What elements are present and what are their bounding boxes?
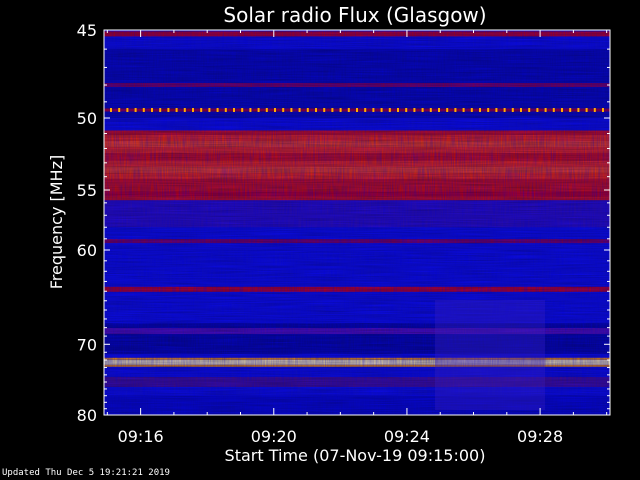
x-tick-label: 09:20 [251, 427, 297, 446]
band-dot [503, 108, 506, 112]
band-dot [183, 108, 186, 112]
band-dot [224, 108, 227, 112]
band-dot [602, 108, 604, 112]
band-dot [315, 108, 317, 112]
band-dot [520, 108, 522, 112]
band-dot [552, 108, 555, 112]
band-dot [413, 108, 416, 112]
band-dot [159, 108, 162, 112]
y-tick-label: 60 [77, 241, 97, 260]
band-dot [298, 108, 301, 112]
x-tick-label: 09:16 [118, 427, 164, 446]
band-dot [438, 108, 440, 112]
y-axis-label: Frequency [MHz] [47, 155, 66, 289]
band-dot [356, 108, 358, 112]
x-axis: 09:16 09:20 09:24 09:28 [106, 30, 608, 446]
band-dot [265, 108, 268, 112]
band-dot [487, 108, 490, 112]
x-tick-label: 09:24 [384, 427, 430, 446]
band-dot [372, 108, 375, 112]
band-dot [388, 108, 391, 112]
band-dot [585, 108, 588, 112]
band-dot [110, 108, 112, 112]
updated-timestamp: Updated Thu Dec 5 19:21:21 2019 [2, 468, 170, 478]
band-dot [323, 108, 326, 112]
band-dot [479, 108, 481, 112]
dotted-band [110, 108, 604, 112]
band-dot [536, 108, 539, 112]
band-dot [134, 108, 137, 112]
y-tick-label: 80 [77, 406, 97, 425]
band-dot [511, 108, 514, 112]
band-dot [454, 108, 457, 112]
y-axis: 45 50 55 60 70 80 [77, 21, 610, 425]
y-tick-label: 50 [77, 109, 97, 128]
band-dot [192, 108, 194, 112]
band-dot [208, 108, 211, 112]
band-dot [282, 108, 285, 112]
band-dot [175, 108, 178, 112]
band-dot [446, 108, 449, 112]
band-dot [257, 108, 260, 112]
y-tick-label: 55 [77, 181, 97, 200]
band-dot [569, 108, 572, 112]
band-dot [593, 108, 596, 112]
band-dot [339, 108, 342, 112]
burst-region [435, 300, 545, 410]
x-axis-label: Start Time (07-Nov-19 09:15:00) [225, 446, 486, 465]
plot-frame [103, 29, 611, 416]
band-dot [577, 108, 580, 112]
band-dot [241, 108, 244, 112]
band-dot [405, 108, 408, 112]
band-dot [118, 108, 121, 112]
plot-area [103, 29, 611, 416]
x-tick-label: 09:28 [517, 427, 563, 446]
band-dot [380, 108, 383, 112]
band-dot [528, 108, 531, 112]
band-dot [126, 108, 129, 112]
y-tick-label: 70 [77, 335, 97, 354]
chart-title: Solar radio Flux (Glasgow) [223, 3, 486, 27]
band-dot [274, 108, 276, 112]
band-dot [462, 108, 465, 112]
band-dot [290, 108, 293, 112]
band-dot [216, 108, 219, 112]
band-dot [561, 108, 563, 112]
band-dot [347, 108, 350, 112]
y-tick-label: 45 [77, 21, 97, 40]
band-dot [306, 108, 309, 112]
band-dot [331, 108, 334, 112]
band-dot [421, 108, 424, 112]
band-dot [397, 108, 399, 112]
band-dot [495, 108, 498, 112]
band-dot [544, 108, 547, 112]
band-dot [233, 108, 235, 112]
band-dot [364, 108, 367, 112]
band-dot [429, 108, 432, 112]
vertical-texture-overlay [104, 30, 610, 415]
band-dot [142, 108, 145, 112]
band-dot [151, 108, 153, 112]
band-dot [249, 108, 252, 112]
band-dot [200, 108, 203, 112]
band-dot [470, 108, 473, 112]
band-dot [167, 108, 170, 112]
